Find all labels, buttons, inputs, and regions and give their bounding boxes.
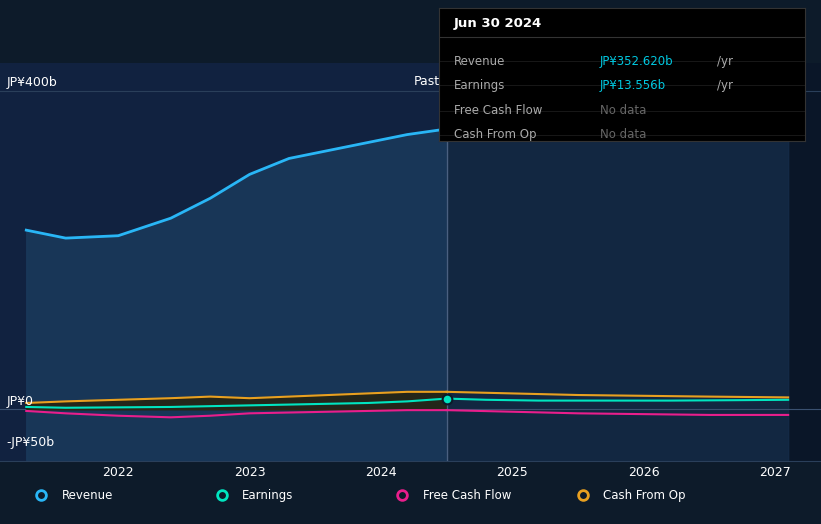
Text: /yr: /yr xyxy=(717,79,733,92)
Text: Free Cash Flow: Free Cash Flow xyxy=(454,104,542,117)
Text: Past: Past xyxy=(414,75,440,88)
Text: -JP¥50b: -JP¥50b xyxy=(7,436,55,449)
Text: /yr: /yr xyxy=(717,54,733,68)
Text: Analysts Forecasts: Analysts Forecasts xyxy=(453,75,570,88)
Text: Revenue: Revenue xyxy=(454,54,505,68)
Text: Jun 30 2024: Jun 30 2024 xyxy=(454,17,542,30)
Text: JP¥400b: JP¥400b xyxy=(7,76,57,89)
Text: Cash From Op: Cash From Op xyxy=(603,489,686,501)
Text: Cash From Op: Cash From Op xyxy=(454,128,536,141)
Text: JP¥352.620b: JP¥352.620b xyxy=(600,54,673,68)
Text: No data: No data xyxy=(600,104,646,117)
Text: Earnings: Earnings xyxy=(454,79,505,92)
Text: JP¥13.556b: JP¥13.556b xyxy=(600,79,666,92)
Text: Revenue: Revenue xyxy=(62,489,113,501)
Bar xyxy=(0,63,447,461)
Text: No data: No data xyxy=(600,128,646,141)
Text: JP¥0: JP¥0 xyxy=(7,395,34,408)
Bar xyxy=(447,63,821,461)
Text: Earnings: Earnings xyxy=(242,489,294,501)
Text: Free Cash Flow: Free Cash Flow xyxy=(423,489,511,501)
